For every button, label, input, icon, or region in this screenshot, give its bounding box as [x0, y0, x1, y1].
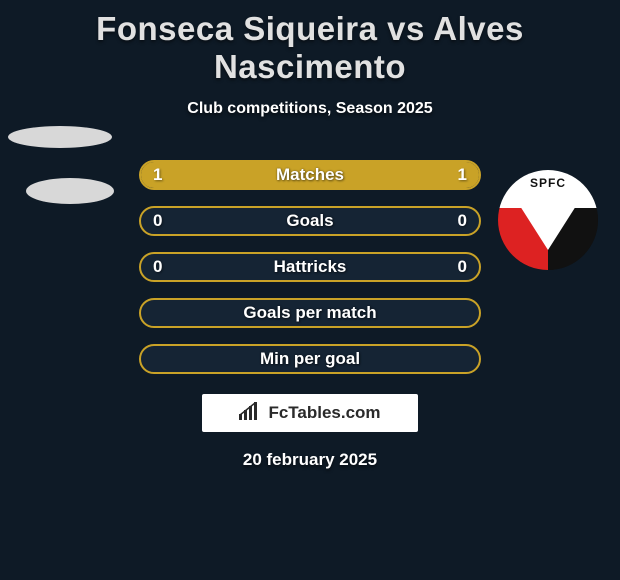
club-badge-label: SPFC [498, 176, 598, 190]
comparison-card: Fonseca Siqueira vs Alves Nascimento Clu… [0, 0, 620, 580]
stat-value-left: 1 [153, 165, 162, 185]
subtitle: Club competitions, Season 2025 [0, 100, 620, 118]
logo-box: FcTables.com [202, 394, 418, 432]
logo-text: FcTables.com [268, 403, 380, 423]
footer-date: 20 february 2025 [0, 450, 620, 470]
stat-row: Min per goal [139, 344, 481, 374]
stat-value-left: 0 [153, 211, 162, 231]
stat-label: Min per goal [260, 349, 360, 369]
stat-label: Matches [276, 165, 344, 185]
stat-label: Hattricks [274, 257, 347, 277]
stat-row: 1 1 Matches [139, 160, 481, 190]
stat-value-right: 0 [458, 257, 467, 277]
logo-bars-icon [239, 402, 261, 425]
stat-label: Goals [286, 211, 333, 231]
player-avatar-left-2 [26, 178, 114, 204]
stat-value-left: 0 [153, 257, 162, 277]
stat-value-right: 1 [458, 165, 467, 185]
stat-row: Goals per match [139, 298, 481, 328]
stat-row: 0 0 Goals [139, 206, 481, 236]
stat-label: Goals per match [243, 303, 376, 323]
stat-value-right: 0 [458, 211, 467, 231]
stat-row: 0 0 Hattricks [139, 252, 481, 282]
player-avatar-left-1 [8, 126, 112, 148]
club-badge-right: SPFC [498, 170, 598, 270]
page-title: Fonseca Siqueira vs Alves Nascimento [0, 0, 620, 86]
